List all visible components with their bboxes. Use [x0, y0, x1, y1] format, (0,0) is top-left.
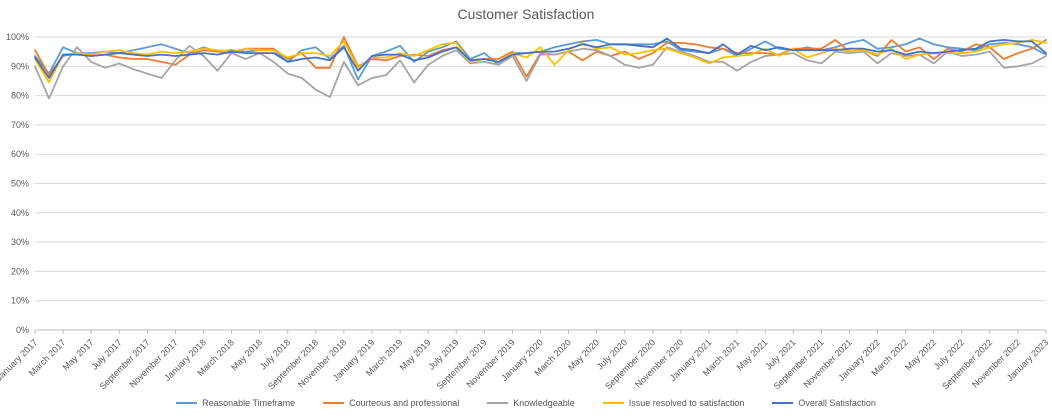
legend-line-swatch — [772, 402, 794, 404]
y-axis-tick-label: 0% — [16, 325, 29, 335]
series-line-issue-resolved-to-satisfaction — [34, 39, 1047, 84]
series-line-knowledgeable — [34, 44, 1047, 100]
x-axis-tick-label: September 2022 — [940, 337, 994, 391]
y-axis-tick-label: 60% — [11, 149, 29, 159]
x-axis-tick-label: September 2021 — [772, 337, 826, 391]
legend-item-issue-resolved-to-satisfaction[interactable]: Issue resolved to satisfaction — [602, 398, 745, 408]
x-axis-tick-label: November 2020 — [633, 337, 685, 389]
y-axis-tick-label: 70% — [11, 120, 29, 130]
legend-line-swatch — [602, 402, 624, 404]
x-axis-tick-label: November 2019 — [464, 337, 516, 389]
x-axis-tick-label: May 2017 — [61, 337, 96, 372]
x-axis-tick-label: September 2019 — [435, 337, 489, 391]
x-axis-tick-label: September 2017 — [98, 337, 152, 391]
legend-line-swatch — [487, 402, 509, 404]
x-axis-tick-label: November 2022 — [970, 337, 1022, 389]
legend-line-swatch — [176, 402, 198, 404]
y-axis-tick-label: 50% — [11, 179, 29, 189]
x-axis-tick-label: May 2019 — [398, 337, 433, 372]
legend-item-courteous-and-professional[interactable]: Courteous and professional — [323, 398, 459, 408]
chart-title: Customer Satisfaction — [457, 6, 595, 22]
y-axis-tick-label: 80% — [11, 91, 29, 101]
series-line-reasonable-timeframe — [34, 37, 1047, 81]
x-axis-tick-label: May 2018 — [229, 337, 264, 372]
y-axis-tick-label: 20% — [11, 266, 29, 276]
y-axis-tick-label: 40% — [11, 208, 29, 218]
series-line-overall-satisfaction — [34, 37, 1047, 79]
x-axis-tick-label: September 2018 — [266, 337, 320, 391]
legend-item-overall-satisfaction[interactable]: Overall Satisfaction — [772, 398, 876, 408]
x-axis-tick-label: November 2017 — [127, 337, 179, 389]
legend-label: Reasonable Timeframe — [202, 398, 296, 408]
x-axis-tick-label: May 2022 — [903, 337, 938, 372]
legend-item-reasonable-timeframe[interactable]: Reasonable Timeframe — [176, 398, 295, 408]
x-axis-tick-label: November 2021 — [801, 337, 853, 389]
legend-item-knowledgeable[interactable]: Knowledgeable — [487, 398, 575, 408]
x-axis-tick-label: May 2021 — [735, 337, 770, 372]
y-axis-tick-label: 90% — [11, 61, 29, 71]
legend-label: Courteous and professional — [349, 398, 460, 408]
y-axis-tick-label: 30% — [11, 237, 29, 247]
y-axis-tick-label: 10% — [11, 296, 29, 306]
x-axis-tick-label: November 2018 — [296, 337, 348, 389]
legend-label: Knowledgeable — [513, 398, 575, 408]
series-line-courteous-and-professional — [34, 36, 1047, 78]
x-axis-tick-label: May 2020 — [566, 337, 601, 372]
legend-label: Overall Satisfaction — [798, 398, 876, 408]
x-axis-tick-label: September 2020 — [603, 337, 657, 391]
legend-label: Issue resolved to satisfaction — [628, 398, 745, 408]
chart-legend: Reasonable Timeframe Courteous and profes… — [0, 398, 1052, 408]
y-axis-tick-label: 100% — [6, 32, 29, 42]
legend-line-swatch — [323, 402, 345, 404]
